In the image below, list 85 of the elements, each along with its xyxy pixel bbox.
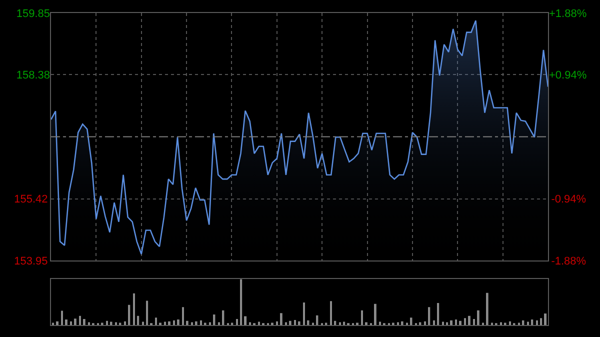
bar — [83, 319, 86, 325]
bar — [218, 322, 220, 325]
y-tick-label: 155.42 — [14, 194, 48, 206]
bar — [509, 321, 511, 325]
bar — [186, 320, 188, 325]
y-tick-label: 159.85 — [16, 8, 50, 20]
bar — [79, 316, 81, 325]
bar — [182, 307, 184, 325]
bar — [361, 310, 363, 325]
bar — [473, 319, 475, 325]
bar — [249, 322, 252, 325]
bar — [106, 320, 108, 325]
bar — [477, 310, 480, 325]
bar — [450, 320, 453, 325]
bar — [536, 320, 538, 325]
bar — [240, 279, 242, 325]
bar — [74, 318, 76, 325]
bar — [540, 318, 542, 325]
bar — [544, 314, 547, 325]
bar — [298, 321, 300, 325]
bar — [401, 321, 404, 325]
bar — [531, 319, 534, 325]
bar — [397, 322, 399, 325]
bar — [115, 322, 117, 325]
bar — [146, 300, 148, 325]
bar — [164, 322, 166, 325]
bar — [330, 301, 332, 325]
bar — [124, 321, 126, 325]
bar — [142, 322, 144, 325]
bar — [177, 319, 180, 325]
bar — [316, 315, 318, 325]
bar — [155, 318, 157, 325]
bar — [486, 292, 488, 325]
bar — [343, 322, 346, 325]
y2-tick-label: -0.94% — [551, 193, 586, 206]
bar — [213, 314, 216, 325]
bar — [379, 322, 381, 325]
bar — [258, 322, 260, 325]
bar — [442, 322, 444, 325]
bar — [339, 322, 341, 325]
bar — [289, 320, 292, 325]
bar — [195, 321, 198, 325]
y2-tick-label: +0.94% — [549, 70, 587, 82]
bar — [137, 316, 140, 325]
bar — [468, 316, 470, 325]
bar — [334, 320, 336, 325]
bar — [280, 313, 282, 325]
bar — [294, 320, 296, 325]
bar — [303, 302, 305, 325]
bar — [236, 319, 238, 325]
bar — [200, 320, 202, 325]
y2-tick-label: -1.88% — [551, 255, 586, 268]
bar — [455, 319, 457, 325]
y-tick-label: 153.95 — [14, 255, 48, 268]
bar — [244, 316, 247, 325]
y-tick-label: 158.38 — [16, 69, 50, 82]
bar — [276, 321, 278, 325]
bar — [209, 322, 211, 325]
bar — [437, 302, 440, 325]
bar — [133, 293, 135, 325]
bar — [56, 321, 58, 325]
bar — [410, 318, 412, 325]
bar — [168, 321, 170, 325]
bar — [446, 322, 448, 325]
y2-tick-label: +1.88% — [549, 8, 587, 20]
bar — [173, 320, 175, 325]
bar — [65, 319, 68, 325]
bar — [464, 318, 466, 325]
bar — [419, 322, 422, 325]
bar — [522, 320, 524, 325]
bar — [428, 307, 430, 325]
bar — [88, 322, 90, 325]
bar — [70, 321, 72, 325]
bar — [191, 322, 193, 325]
bar — [500, 322, 502, 325]
bar — [433, 320, 435, 325]
bar — [365, 322, 368, 325]
bar — [374, 304, 376, 325]
bar — [128, 304, 130, 325]
bar — [61, 310, 63, 325]
bar — [424, 321, 426, 325]
bar — [285, 322, 287, 325]
bar — [527, 322, 529, 325]
bar — [222, 310, 224, 325]
bar — [459, 320, 462, 325]
